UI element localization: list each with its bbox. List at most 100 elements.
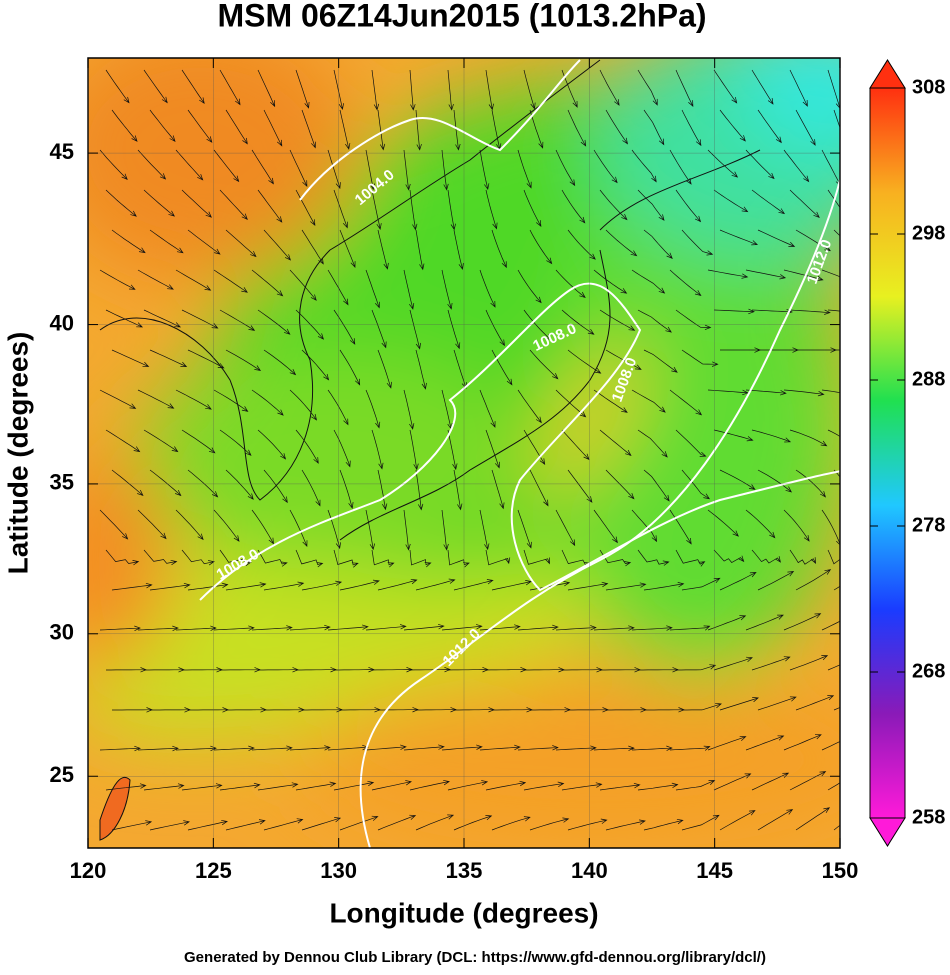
streamline xyxy=(827,429,840,437)
streamline xyxy=(485,666,527,673)
streamline xyxy=(415,109,422,151)
streamline xyxy=(289,149,308,188)
y-tick-label: 25 xyxy=(50,762,74,787)
streamline xyxy=(719,697,759,711)
streamline xyxy=(371,69,380,111)
streamline xyxy=(491,469,505,510)
streamline xyxy=(105,783,147,791)
streamline xyxy=(181,549,215,566)
streamline xyxy=(365,509,376,551)
streamline xyxy=(719,229,759,246)
streamline xyxy=(757,229,796,247)
streamline xyxy=(296,667,337,673)
streamline xyxy=(301,580,343,591)
streamline xyxy=(289,269,317,301)
streamline xyxy=(707,509,739,537)
streamline xyxy=(599,309,636,331)
y-axis-label: Latitude (degrees) xyxy=(2,332,33,575)
streamline xyxy=(593,269,628,294)
streamline xyxy=(529,349,559,380)
colorbar-extend xyxy=(869,817,906,847)
streamline xyxy=(707,615,747,631)
streamline xyxy=(719,469,756,490)
streamline xyxy=(561,189,586,224)
streamline xyxy=(143,783,185,791)
streamline xyxy=(447,429,458,471)
streamline xyxy=(251,509,274,545)
streamline xyxy=(643,109,665,146)
streamline xyxy=(637,782,679,791)
streamline xyxy=(795,469,826,498)
streamline xyxy=(409,429,419,471)
x-tick-label: 145 xyxy=(696,858,733,883)
streamline xyxy=(403,269,415,310)
streamline xyxy=(745,149,775,180)
streamline xyxy=(137,389,175,409)
x-tick-label: 130 xyxy=(320,858,357,883)
streamline xyxy=(105,429,141,453)
streamline xyxy=(415,469,424,511)
streamline xyxy=(371,429,384,470)
streamline xyxy=(795,109,816,146)
streamline xyxy=(416,707,457,713)
streamline xyxy=(713,308,755,315)
streamline xyxy=(149,582,191,591)
streamline xyxy=(225,819,266,831)
streamline xyxy=(523,781,565,791)
colorbar-extend xyxy=(869,59,906,89)
streamline xyxy=(789,429,828,447)
streamline xyxy=(377,814,417,831)
streamline xyxy=(415,349,427,390)
streamline xyxy=(567,581,609,591)
streamline xyxy=(757,570,795,591)
y-tick-label: 45 xyxy=(50,139,74,164)
streamline xyxy=(453,579,494,591)
streamline xyxy=(377,469,388,511)
streamline xyxy=(447,69,454,111)
streamline xyxy=(371,666,413,673)
streamline xyxy=(181,429,216,454)
streamline xyxy=(783,149,810,183)
streamline xyxy=(599,189,628,221)
streamline xyxy=(365,389,381,429)
streamline xyxy=(251,149,274,185)
streamline xyxy=(378,707,419,713)
streamline xyxy=(789,189,820,219)
streamline xyxy=(561,782,603,791)
streamline xyxy=(681,229,714,256)
streamline xyxy=(833,109,840,129)
streamline xyxy=(681,469,711,500)
streamline xyxy=(143,189,175,217)
streamline xyxy=(327,744,369,751)
streamline xyxy=(105,69,130,104)
streamline xyxy=(637,309,672,333)
streamline xyxy=(263,469,288,504)
streamline xyxy=(175,745,217,752)
streamline xyxy=(567,469,593,503)
streamline xyxy=(479,149,490,191)
streamline xyxy=(669,389,703,416)
streamline xyxy=(675,429,707,457)
streamline xyxy=(187,349,225,369)
streamline xyxy=(441,149,449,191)
streamline xyxy=(187,229,221,255)
streamline xyxy=(111,582,153,591)
streamline xyxy=(757,469,792,493)
footer: Generated by Dennou Club Library (DCL: h… xyxy=(184,949,766,966)
streamline xyxy=(365,624,407,631)
streamline xyxy=(479,744,521,751)
streamline xyxy=(377,578,418,591)
streamline xyxy=(789,69,808,107)
streamline xyxy=(567,818,608,831)
streamline xyxy=(111,109,138,142)
streamline xyxy=(529,229,553,265)
colorbar-tick-label: 258 xyxy=(912,806,945,828)
streamline xyxy=(795,695,835,711)
streamline xyxy=(181,309,219,329)
colorbar-tick-label: 268 xyxy=(912,660,945,682)
streamline xyxy=(149,349,188,367)
streamline xyxy=(219,69,241,106)
streamline xyxy=(713,656,753,671)
streamline xyxy=(99,745,141,752)
streamline xyxy=(751,69,774,105)
